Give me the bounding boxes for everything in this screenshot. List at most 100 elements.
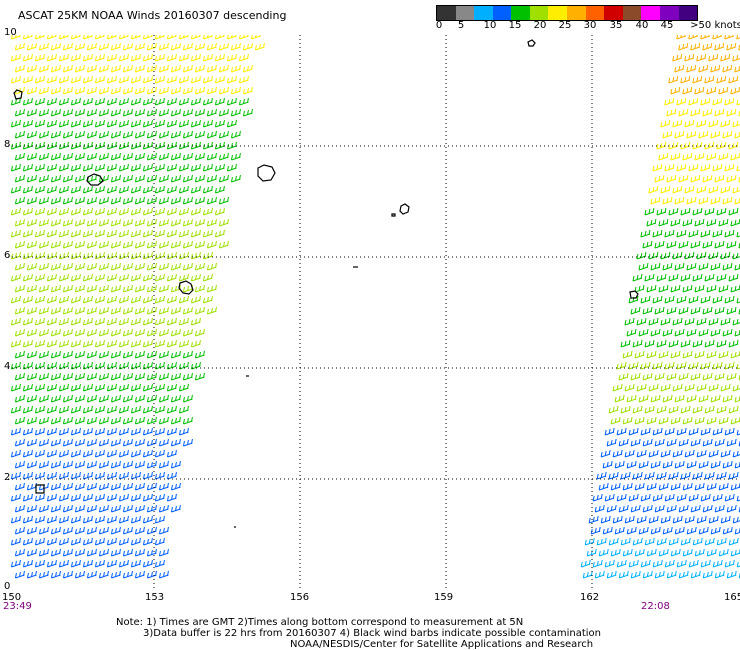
wind-barb: [34, 317, 45, 326]
wind-barb: [214, 35, 225, 40]
wind-barb: [724, 559, 735, 568]
wind-barb: [10, 53, 21, 62]
wind-barb: [218, 152, 229, 161]
wind-barb: [214, 75, 225, 84]
wind-barb: [158, 372, 169, 381]
wind-barb: [110, 174, 121, 183]
wind-barb: [118, 185, 129, 194]
wind-barb: [680, 207, 691, 216]
wind-barb: [656, 537, 667, 546]
wind-barb: [74, 526, 85, 535]
island-outline: [399, 203, 410, 215]
wind-barb: [608, 405, 619, 414]
wind-barb: [182, 284, 193, 293]
wind-barb: [74, 372, 85, 381]
wind-barb: [22, 163, 33, 172]
lat-label-2: 2: [4, 472, 11, 483]
wind-barb: [688, 163, 699, 172]
wind-barb: [142, 229, 153, 238]
wind-barb: [678, 570, 689, 579]
scale-label: 15: [508, 20, 522, 31]
wind-barb: [202, 119, 213, 128]
wind-barb: [678, 42, 689, 51]
wind-barb: [110, 394, 121, 403]
wind-barb: [638, 328, 649, 337]
wind-barb: [170, 196, 181, 205]
wind-barb: [206, 152, 217, 161]
wind-barb: [672, 119, 683, 128]
scale-label: 25: [558, 20, 572, 31]
wind-barb: [636, 449, 647, 458]
wind-barb: [708, 119, 719, 128]
wind-barb: [710, 64, 721, 73]
wind-barb: [662, 262, 673, 271]
wind-barb: [74, 306, 85, 315]
wind-barb: [662, 394, 673, 403]
wind-barb: [648, 383, 659, 392]
wind-barb: [678, 438, 689, 447]
wind-barb: [154, 163, 165, 172]
wind-barb: [634, 284, 645, 293]
wind-barb: [158, 548, 169, 557]
wind-barb: [596, 537, 607, 546]
wind-barb: [10, 537, 21, 546]
note-line-2: 3)Data buffer is 22 hrs from 20160307 4)…: [143, 628, 601, 639]
wind-barb: [58, 317, 69, 326]
wind-barb: [122, 482, 133, 491]
wind-barb: [706, 218, 717, 227]
wind-barb: [158, 570, 169, 579]
wind-barb: [166, 317, 177, 326]
wind-barb: [118, 273, 129, 282]
wind-barb: [178, 273, 189, 282]
wind-barb: [206, 306, 217, 315]
scale-swatch: [529, 6, 549, 20]
wind-barb: [652, 493, 663, 502]
wind-barb: [646, 482, 657, 491]
wind-barb: [720, 383, 731, 392]
wind-barb: [666, 306, 677, 315]
wind-barb: [166, 251, 177, 260]
wind-barb: [190, 295, 201, 304]
wind-barb: [698, 262, 709, 271]
wind-barb: [648, 251, 659, 260]
wind-barb: [190, 141, 201, 150]
wind-barb: [134, 328, 145, 337]
wind-barb: [678, 504, 689, 513]
wind-barb: [134, 152, 145, 161]
wind-barb: [694, 350, 705, 359]
wind-barb: [218, 130, 229, 139]
wind-barb: [722, 196, 733, 205]
wind-barb: [646, 416, 657, 425]
wind-barb: [110, 482, 121, 491]
wind-barb: [26, 570, 37, 579]
wind-barb: [682, 416, 693, 425]
wind-barb: [724, 493, 735, 502]
wind-barb: [190, 35, 201, 40]
wind-barb: [98, 152, 109, 161]
wind-barb: [586, 548, 597, 557]
wind-barb: [226, 97, 237, 106]
wind-barb: [146, 438, 157, 447]
wind-barb: [134, 240, 145, 249]
wind-barb: [230, 42, 241, 51]
wind-barb: [34, 339, 45, 348]
wind-barb: [702, 438, 713, 447]
wind-barb: [710, 262, 721, 271]
wind-barb: [130, 471, 141, 480]
wind-barb: [146, 152, 157, 161]
wind-barb: [58, 449, 69, 458]
wind-barb: [724, 427, 735, 436]
wind-barb: [730, 152, 740, 161]
wind-barb: [74, 130, 85, 139]
wind-barb: [166, 405, 177, 414]
wind-barb: [702, 174, 713, 183]
wind-barb: [106, 449, 117, 458]
wind-barb: [726, 570, 737, 579]
wind-barb: [106, 53, 117, 62]
wind-barb: [58, 185, 69, 194]
wind-barb: [720, 185, 731, 194]
wind-barb: [166, 53, 177, 62]
wind-barb: [134, 306, 145, 315]
island-outline: [391, 213, 396, 217]
wind-barb: [110, 218, 121, 227]
